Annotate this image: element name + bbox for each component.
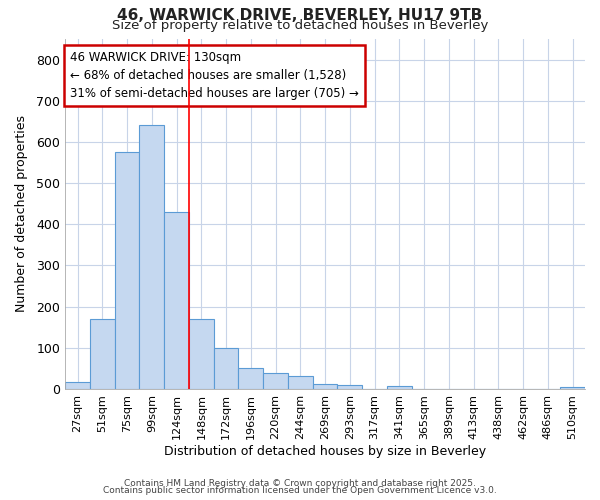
- Text: Contains public sector information licensed under the Open Government Licence v3: Contains public sector information licen…: [103, 486, 497, 495]
- Text: Contains HM Land Registry data © Crown copyright and database right 2025.: Contains HM Land Registry data © Crown c…: [124, 478, 476, 488]
- Bar: [288, 376, 313, 389]
- Bar: [387, 386, 412, 389]
- Bar: [189, 319, 214, 389]
- Bar: [238, 368, 263, 389]
- Bar: [214, 348, 238, 389]
- Text: 46 WARWICK DRIVE: 130sqm
← 68% of detached houses are smaller (1,528)
31% of sem: 46 WARWICK DRIVE: 130sqm ← 68% of detach…: [70, 51, 359, 100]
- Bar: [115, 152, 139, 389]
- Bar: [263, 374, 288, 389]
- Bar: [90, 319, 115, 389]
- Bar: [139, 126, 164, 389]
- Bar: [313, 384, 337, 389]
- Bar: [337, 385, 362, 389]
- X-axis label: Distribution of detached houses by size in Beverley: Distribution of detached houses by size …: [164, 444, 486, 458]
- Text: 46, WARWICK DRIVE, BEVERLEY, HU17 9TB: 46, WARWICK DRIVE, BEVERLEY, HU17 9TB: [118, 8, 482, 22]
- Text: Size of property relative to detached houses in Beverley: Size of property relative to detached ho…: [112, 19, 488, 32]
- Bar: [560, 387, 585, 389]
- Bar: [164, 212, 189, 389]
- Bar: [65, 382, 90, 389]
- Y-axis label: Number of detached properties: Number of detached properties: [15, 116, 28, 312]
